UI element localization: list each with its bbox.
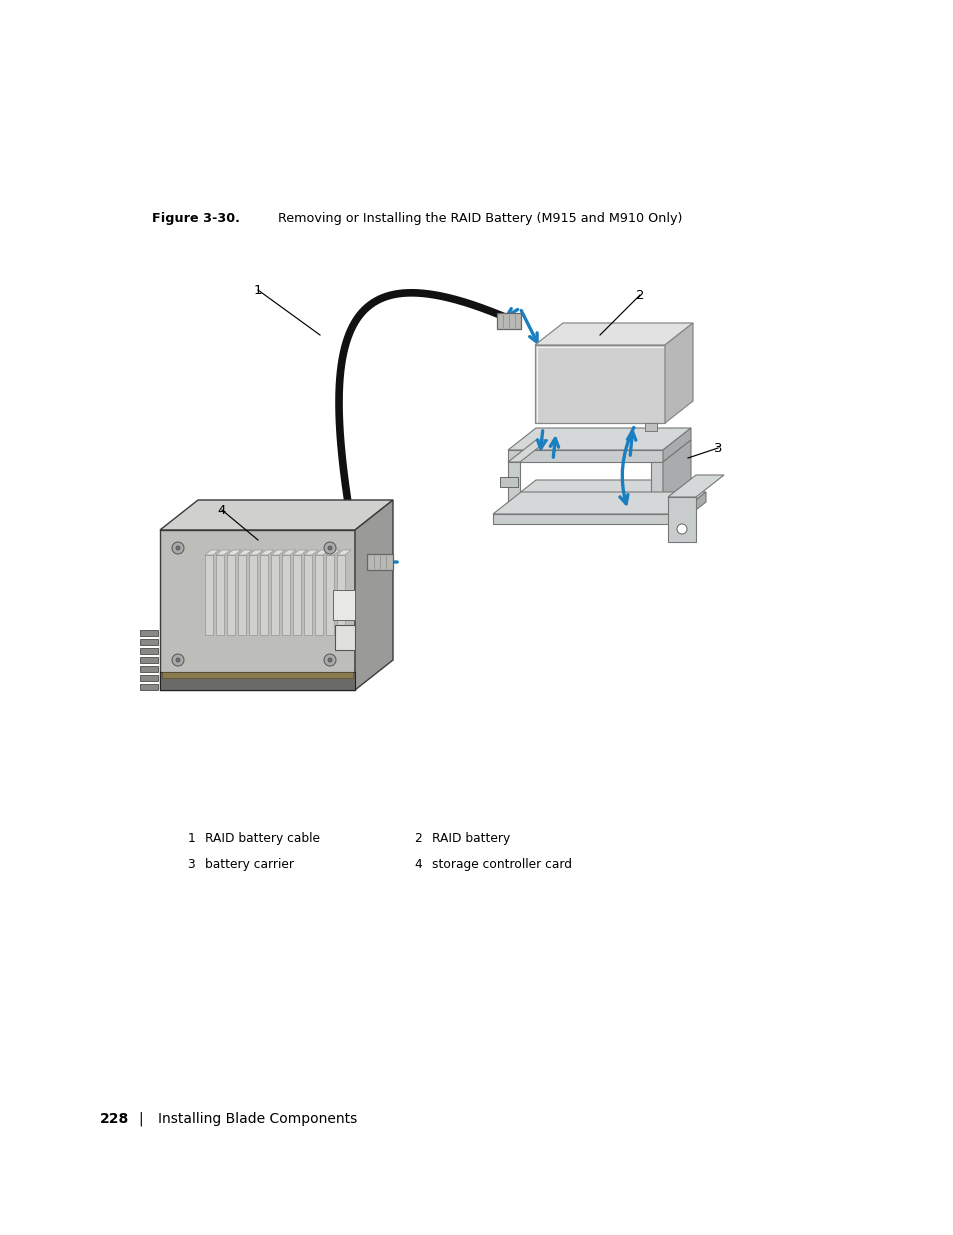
- Text: Removing or Installing the RAID Battery (M915 and M910 Only): Removing or Installing the RAID Battery …: [262, 212, 681, 225]
- Text: 2: 2: [414, 832, 421, 845]
- Polygon shape: [140, 684, 158, 690]
- Polygon shape: [140, 657, 158, 663]
- Polygon shape: [304, 550, 317, 555]
- Polygon shape: [304, 555, 312, 635]
- Polygon shape: [507, 480, 690, 501]
- Polygon shape: [336, 555, 345, 635]
- Polygon shape: [237, 550, 252, 555]
- Text: 3: 3: [187, 858, 194, 871]
- Text: battery carrier: battery carrier: [205, 858, 294, 871]
- Polygon shape: [215, 550, 230, 555]
- Polygon shape: [650, 462, 662, 501]
- Polygon shape: [507, 501, 662, 514]
- Polygon shape: [282, 550, 295, 555]
- Polygon shape: [249, 550, 263, 555]
- Polygon shape: [293, 555, 301, 635]
- Polygon shape: [271, 550, 285, 555]
- Polygon shape: [282, 555, 290, 635]
- Polygon shape: [314, 550, 329, 555]
- Polygon shape: [326, 550, 339, 555]
- Polygon shape: [335, 625, 355, 650]
- Polygon shape: [205, 555, 213, 635]
- Polygon shape: [140, 638, 158, 645]
- Circle shape: [677, 524, 686, 534]
- Text: storage controller card: storage controller card: [432, 858, 572, 871]
- Text: 2: 2: [635, 289, 643, 301]
- Circle shape: [175, 658, 180, 662]
- Text: 1: 1: [253, 284, 262, 296]
- Polygon shape: [260, 550, 274, 555]
- Text: Figure 3-30.: Figure 3-30.: [152, 212, 239, 225]
- Text: 1: 1: [187, 832, 194, 845]
- Polygon shape: [664, 324, 692, 424]
- Polygon shape: [662, 480, 690, 514]
- Polygon shape: [140, 666, 158, 672]
- Polygon shape: [249, 555, 256, 635]
- Polygon shape: [260, 555, 268, 635]
- Polygon shape: [667, 475, 723, 496]
- Circle shape: [175, 546, 180, 550]
- Polygon shape: [497, 312, 520, 329]
- Polygon shape: [667, 496, 696, 542]
- Polygon shape: [271, 555, 278, 635]
- Polygon shape: [314, 555, 323, 635]
- Circle shape: [324, 655, 335, 666]
- Polygon shape: [493, 514, 678, 524]
- Polygon shape: [507, 440, 547, 462]
- Polygon shape: [160, 500, 393, 530]
- Text: RAID battery cable: RAID battery cable: [205, 832, 319, 845]
- Text: 228: 228: [100, 1112, 129, 1126]
- Circle shape: [172, 542, 184, 555]
- Polygon shape: [326, 555, 334, 635]
- Polygon shape: [140, 676, 158, 680]
- Polygon shape: [507, 450, 662, 462]
- Polygon shape: [662, 429, 690, 462]
- Polygon shape: [160, 530, 355, 690]
- Polygon shape: [215, 555, 224, 635]
- Circle shape: [324, 542, 335, 555]
- Polygon shape: [644, 424, 657, 431]
- Polygon shape: [293, 550, 307, 555]
- Polygon shape: [662, 440, 690, 501]
- Polygon shape: [336, 550, 351, 555]
- Polygon shape: [355, 500, 393, 690]
- Circle shape: [328, 658, 332, 662]
- Text: |: |: [138, 1112, 143, 1126]
- Polygon shape: [237, 555, 246, 635]
- Polygon shape: [678, 492, 705, 524]
- Polygon shape: [507, 462, 519, 501]
- Polygon shape: [493, 492, 705, 514]
- Polygon shape: [507, 429, 690, 450]
- Polygon shape: [367, 555, 393, 571]
- Text: Installing Blade Components: Installing Blade Components: [158, 1112, 356, 1126]
- Polygon shape: [227, 550, 241, 555]
- Polygon shape: [535, 324, 692, 345]
- Polygon shape: [160, 672, 355, 690]
- Text: RAID battery: RAID battery: [432, 832, 510, 845]
- Polygon shape: [162, 672, 353, 678]
- Text: 3: 3: [713, 441, 721, 454]
- Text: 4: 4: [414, 858, 421, 871]
- Polygon shape: [227, 555, 234, 635]
- Circle shape: [172, 655, 184, 666]
- Text: 4: 4: [217, 504, 226, 516]
- Polygon shape: [499, 477, 517, 487]
- Polygon shape: [140, 630, 158, 636]
- Polygon shape: [205, 550, 219, 555]
- Circle shape: [328, 546, 332, 550]
- Polygon shape: [140, 648, 158, 655]
- Polygon shape: [535, 345, 664, 424]
- Polygon shape: [333, 590, 355, 620]
